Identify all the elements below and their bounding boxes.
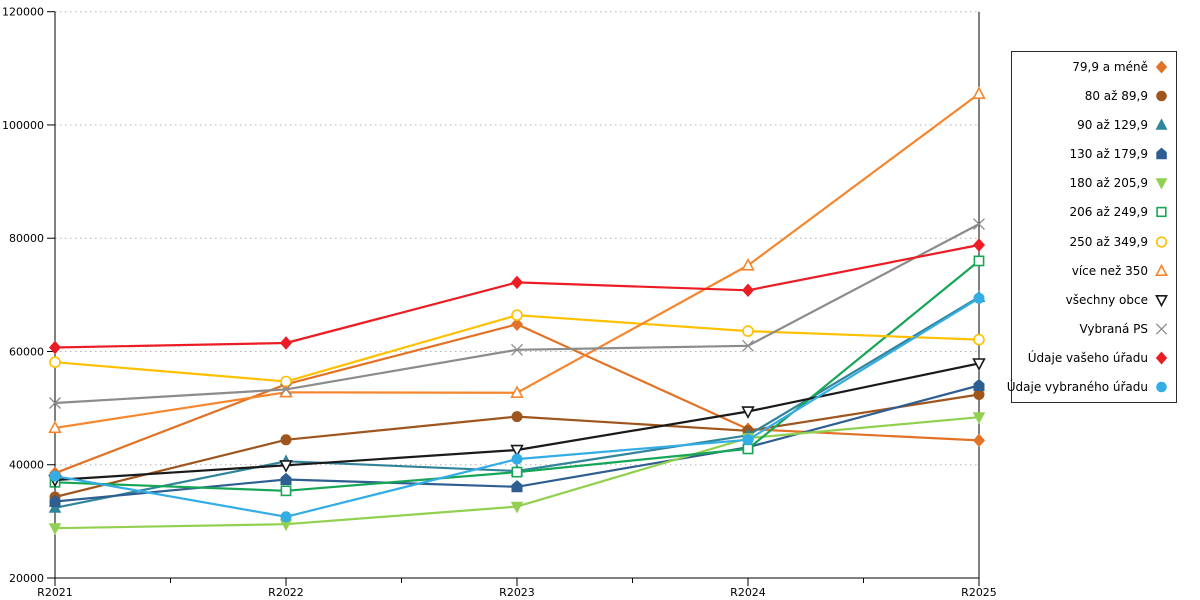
y-tick-label: 120000 [2,6,44,19]
legend-marker-circle-icon [1155,235,1168,248]
legend-item: více než 350 [1012,257,1176,285]
legend-label: 79,9 a méně [1072,59,1148,74]
legend-marker-triangle-up-icon [1155,263,1168,276]
legend-label: více než 350 [1071,263,1148,278]
x-tick-label: R2022 [268,586,304,599]
x-tick-label: R2023 [499,586,535,599]
legend-marker-pentagon-icon [1156,147,1167,160]
legend-label: Vybraná PS [1079,321,1148,336]
x-tick-label: R2025 [961,586,997,599]
legend-item: 79,9 a méně [1012,53,1176,81]
legend-label: všechny obce [1065,292,1148,307]
legend-item: 250 až 349,9 [1012,228,1176,256]
x-tick-label: R2024 [730,586,766,599]
legend-marker-circle-icon [1156,90,1167,102]
legend-label: 80 až 89,9 [1084,88,1148,103]
legend-label: 130 až 179,9 [1069,147,1148,162]
series-7 [48,86,986,434]
legend-label: 206 až 249,9 [1069,205,1148,220]
y-tick-label: 60000 [9,345,44,358]
legend-item: 80 až 89,9 [1012,82,1176,110]
legend-item: 180 až 205,9 [1012,169,1176,197]
legend-marker-diamond-icon [1155,60,1168,74]
legend-marker-circle-icon [1156,381,1167,393]
x-axis-ticks: R2021 R2022 R2023 R2024 R2025 [37,578,997,599]
series-11 [49,292,985,523]
legend-marker-triangle-down-icon [1155,178,1168,190]
legend-marker-triangle-down-icon [1155,294,1168,307]
legend-label: 250 až 349,9 [1069,234,1148,249]
legend-item: Údaje vybraného úřadu [1007,373,1176,401]
gridlines [55,11,979,466]
series-9 [49,218,985,409]
y-tick-label: 20000 [9,572,44,585]
series-10 [49,238,985,355]
y-tick-label: 100000 [2,119,44,132]
legend-item: 130 až 179,9 [1012,140,1176,168]
legend-item: všechny obce [1012,286,1176,314]
legend-item: 90 až 129,9 [1012,111,1176,139]
y-tick-label: 40000 [9,459,44,472]
legend-item: Vybraná PS [1012,315,1176,343]
chart-legend: 79,9 a méně 80 až 89,9 90 až 129,9 130 až 1… [1007,51,1177,403]
legend-marker-x-icon [1155,323,1168,335]
legend-marker-diamond-icon [1155,351,1168,365]
legend-label: Údaje vašeho úřadu [1027,351,1148,366]
y-axis-ticks: 20000 40000 60000 80000 100000 120000 [2,6,55,585]
x-tick-label: R2021 [37,586,73,599]
legend-marker-triangle-up-icon [1155,118,1168,130]
legend-item: Údaje vašeho úřadu [1012,344,1176,372]
legend-marker-square-icon [1156,207,1167,218]
legend-label: Údaje vybraného úřadu [1006,380,1148,395]
y-tick-label: 80000 [9,232,44,245]
series-6 [49,309,985,388]
legend-item: 206 až 249,9 [1012,198,1176,226]
legend-label: 90 až 129,9 [1077,117,1148,132]
axes [54,11,980,579]
legend-label: 180 až 205,9 [1069,176,1148,191]
